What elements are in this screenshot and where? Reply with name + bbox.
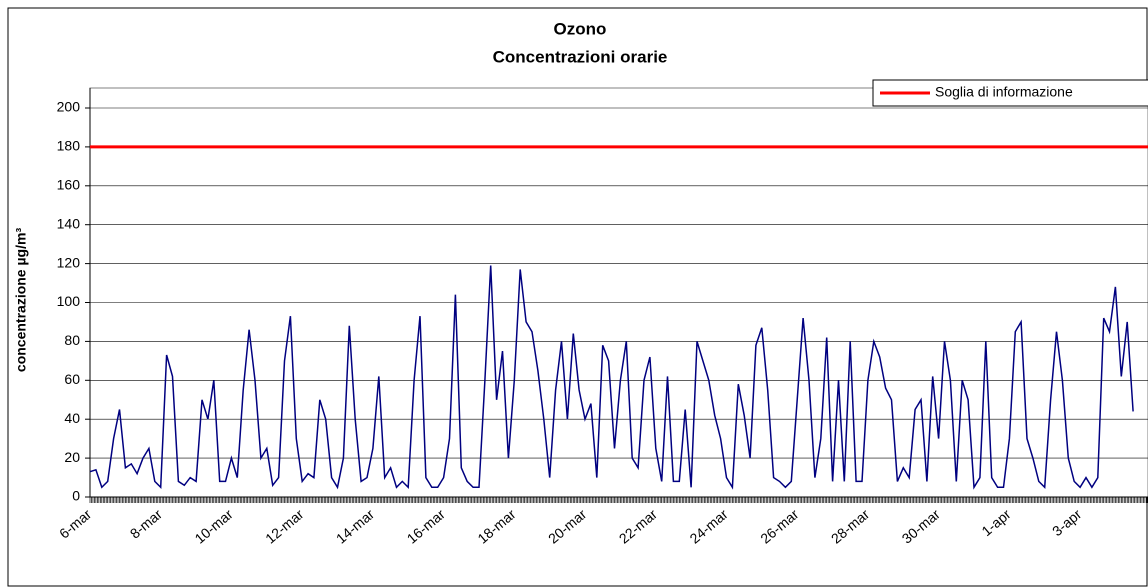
y-tick-label: 60 <box>64 371 80 387</box>
y-tick-label: 120 <box>57 254 81 270</box>
plot-area <box>89 87 1148 498</box>
y-tick-label: 40 <box>64 410 80 426</box>
y-axis-label: concentrazione µg/m³ <box>13 228 29 373</box>
y-tick-label: 140 <box>57 215 81 231</box>
y-tick-label: 100 <box>57 293 81 309</box>
y-tick-label: 200 <box>57 99 81 115</box>
data-line <box>89 265 1134 490</box>
y-tick-label: 80 <box>64 332 80 348</box>
y-tick-label: 0 <box>72 488 80 504</box>
y-tick-label: 180 <box>57 138 81 154</box>
y-tick-label: 160 <box>57 177 81 193</box>
legend-label: Soglia di informazione <box>935 84 1073 100</box>
chart-subtitle: Concentrazioni orarie <box>493 47 668 66</box>
chart-title: Ozono <box>554 19 607 38</box>
y-tick-label: 20 <box>64 449 80 465</box>
